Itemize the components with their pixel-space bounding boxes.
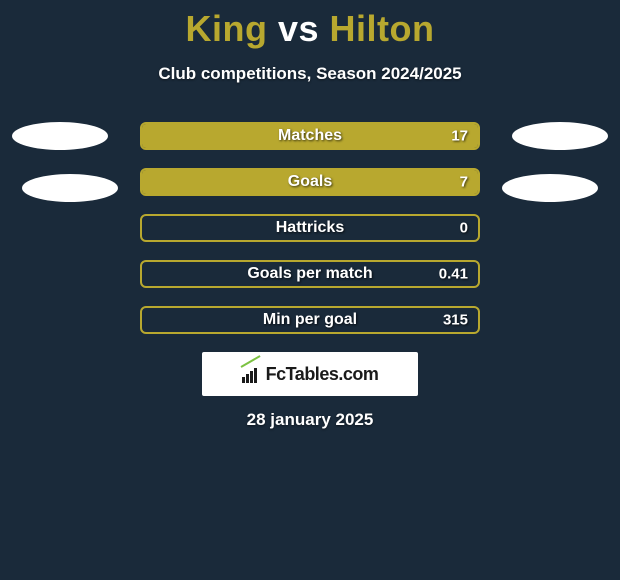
logo-text: FcTables.com <box>266 364 379 385</box>
stat-bar-goals-per-match: Goals per match 0.41 <box>140 260 480 288</box>
decorative-ellipse <box>502 174 598 202</box>
date-label: 28 january 2025 <box>0 410 620 430</box>
subtitle: Club competitions, Season 2024/2025 <box>0 64 620 84</box>
stat-bar-fill <box>142 124 478 148</box>
stat-bar-label: Hattricks <box>142 219 478 237</box>
logo: FcTables.com <box>242 364 379 385</box>
stat-bar-value: 315 <box>443 312 468 329</box>
logo-box[interactable]: FcTables.com <box>202 352 418 396</box>
chart-icon <box>242 365 262 383</box>
stat-bar-value: 0 <box>460 220 468 237</box>
decorative-ellipse <box>22 174 118 202</box>
stat-bar-goals: Goals 7 <box>140 168 480 196</box>
decorative-ellipse <box>512 122 608 150</box>
page-title: King vs Hilton <box>0 0 620 50</box>
decorative-ellipse <box>12 122 108 150</box>
logo-suffix: .com <box>338 364 378 384</box>
stat-bar-fill <box>142 170 478 194</box>
stat-bar-label: Min per goal <box>142 311 478 329</box>
stat-bar-label: Goals per match <box>142 265 478 283</box>
player1-name: King <box>185 8 267 49</box>
player2-name: Hilton <box>330 8 435 49</box>
stat-bar-matches: Matches 17 <box>140 122 480 150</box>
stat-bar-min-per-goal: Min per goal 315 <box>140 306 480 334</box>
logo-name: FcTables <box>266 364 339 384</box>
stat-bar-hattricks: Hattricks 0 <box>140 214 480 242</box>
stat-bar-value: 0.41 <box>439 266 468 283</box>
stat-bars-container: Matches 17 Goals 7 Hattricks 0 Goals per… <box>140 122 480 352</box>
vs-separator: vs <box>278 8 319 49</box>
